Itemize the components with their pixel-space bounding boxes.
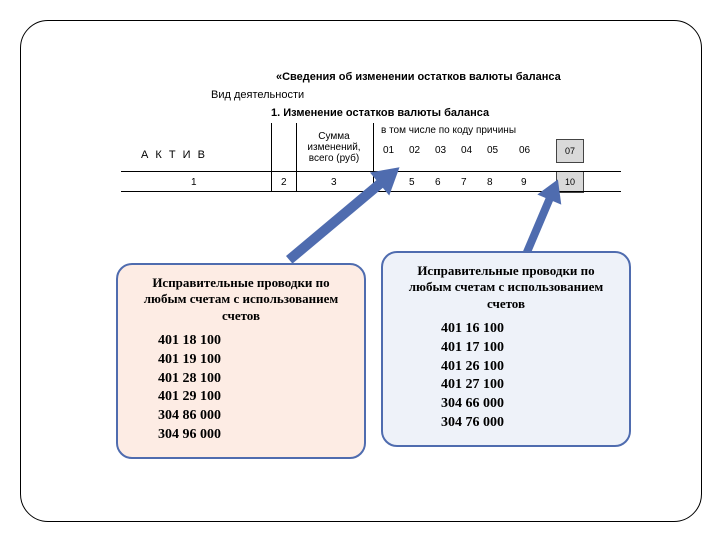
code-line: 304 66 000 [441,395,617,414]
callout-left-title: Исправительные проводки по любым счетам … [130,275,352,324]
callout-left-codes: 401 18 100 401 19 100 401 28 100 401 29 … [130,332,352,445]
code-line: 401 19 100 [158,351,352,370]
code-box-07: 07 [556,139,584,163]
section-title: 1. Изменение остатков валюты баланса [271,107,489,119]
code-col: 01 [383,145,394,156]
sum-column-label: Сумма изменений, всего (руб) [299,131,369,164]
callout-left: Исправительные проводки по любым счетам … [116,263,366,459]
code-col: 05 [487,145,498,156]
col-num: 1 [191,177,197,188]
table-divider [271,123,272,191]
code-line: 401 27 100 [441,376,617,395]
report-title: «Сведения об изменении остатков валюты б… [276,71,561,83]
table-divider [296,123,297,191]
col-num: 2 [281,177,287,188]
code-line: 401 16 100 [441,320,617,339]
callout-right-codes: 401 16 100 401 17 100 401 26 100 401 27 … [395,320,617,433]
col-num: 9 [521,177,527,188]
code-col: 04 [461,145,472,156]
code-col: 03 [435,145,446,156]
code-line: 401 29 100 [158,388,352,407]
slide-frame: «Сведения об изменении остатков валюты б… [20,20,702,522]
code-col: 02 [409,145,420,156]
col-num: 5 [409,177,415,188]
callout-right: Исправительные проводки по любым счетам … [381,251,631,447]
code-line: 401 26 100 [441,358,617,377]
col-num: 7 [461,177,467,188]
code-line: 304 76 000 [441,414,617,433]
col-num: 6 [435,177,441,188]
including-label: в том числе по коду причины [381,125,516,136]
code-col: 06 [519,145,530,156]
aktiv-label: А К Т И В [141,149,207,161]
code-line: 401 28 100 [158,370,352,389]
code-line: 401 18 100 [158,332,352,351]
col-num: 3 [331,177,337,188]
activity-type-label: Вид деятельности [211,89,304,101]
code-line: 401 17 100 [441,339,617,358]
callout-right-title: Исправительные проводки по любым счетам … [395,263,617,312]
code-line: 304 86 000 [158,407,352,426]
code-line: 304 96 000 [158,426,352,445]
col-num: 8 [487,177,493,188]
